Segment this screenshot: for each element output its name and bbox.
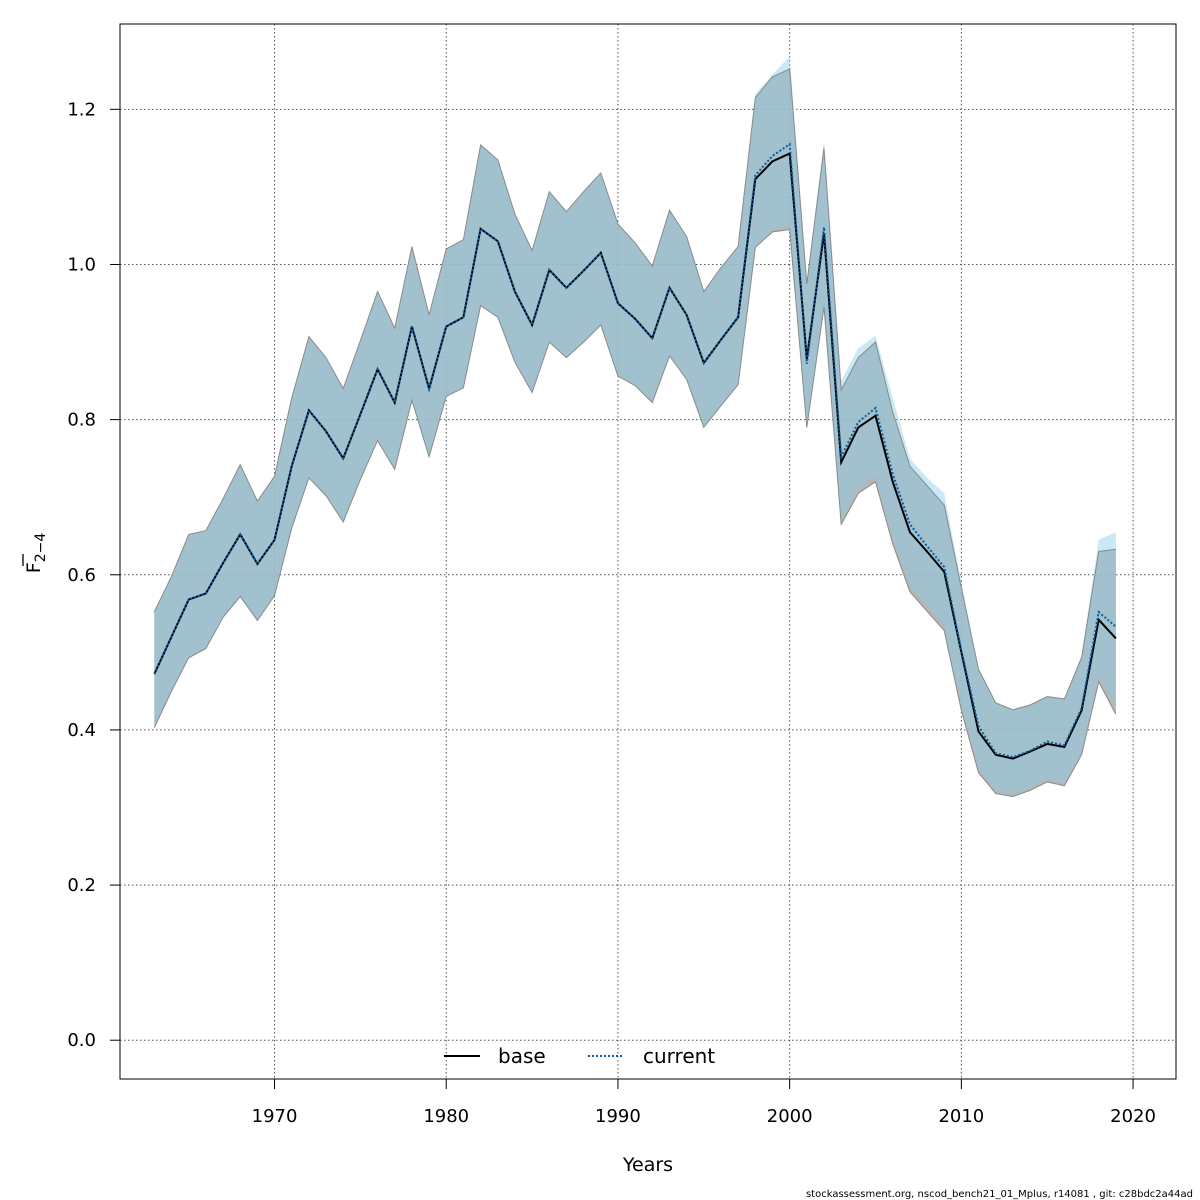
y-tick-label-0: 0.0 bbox=[67, 1030, 96, 1051]
x-tick-label-2020: 2020 bbox=[1110, 1106, 1156, 1127]
footer-note: stockassessment.org, nscod_bench21_01_Mp… bbox=[806, 1189, 1193, 1200]
y-axis-title-main: F bbox=[23, 562, 45, 573]
x-tick-label-2000: 2000 bbox=[767, 1106, 813, 1127]
y-tick-label-1: 0.2 bbox=[67, 875, 96, 896]
x-tick-label-2010: 2010 bbox=[938, 1106, 984, 1127]
svg-text:F2−4: F2−4 bbox=[23, 533, 49, 574]
axes: 1970 1980 1990 2000 2010 2020 0.0 0.2 0.4 0.6 0.8 1… bbox=[67, 99, 1156, 1127]
series-lines bbox=[153, 142, 1117, 760]
x-tick-label-1980: 1980 bbox=[423, 1106, 469, 1127]
y-tick-label-3: 0.6 bbox=[67, 565, 96, 586]
band-base bbox=[154, 69, 1116, 797]
legend-label-current: current bbox=[643, 1044, 715, 1068]
legend-label-base: base bbox=[498, 1044, 546, 1068]
band-edge-upper-base bbox=[153, 68, 1116, 711]
x-tick-label-1970: 1970 bbox=[252, 1106, 298, 1127]
band-current bbox=[154, 56, 1116, 794]
legend: base current bbox=[444, 1044, 715, 1068]
y-axis-title-subscript: 2−4 bbox=[33, 533, 49, 563]
y-tick-label-2: 0.4 bbox=[67, 720, 96, 741]
y-tick-label-4: 0.8 bbox=[67, 410, 96, 431]
y-tick-label-6: 1.2 bbox=[67, 99, 96, 120]
x-axis-title: Years bbox=[622, 1154, 673, 1176]
y-axis-title: F2−4 bbox=[22, 533, 49, 574]
confidence-bands bbox=[153, 56, 1117, 798]
plot-frame bbox=[119, 23, 1177, 1080]
band-edge-lower-base bbox=[153, 229, 1117, 798]
y-tick-label-5: 1.0 bbox=[67, 254, 96, 275]
x-tick-label-1990: 1990 bbox=[595, 1106, 641, 1127]
